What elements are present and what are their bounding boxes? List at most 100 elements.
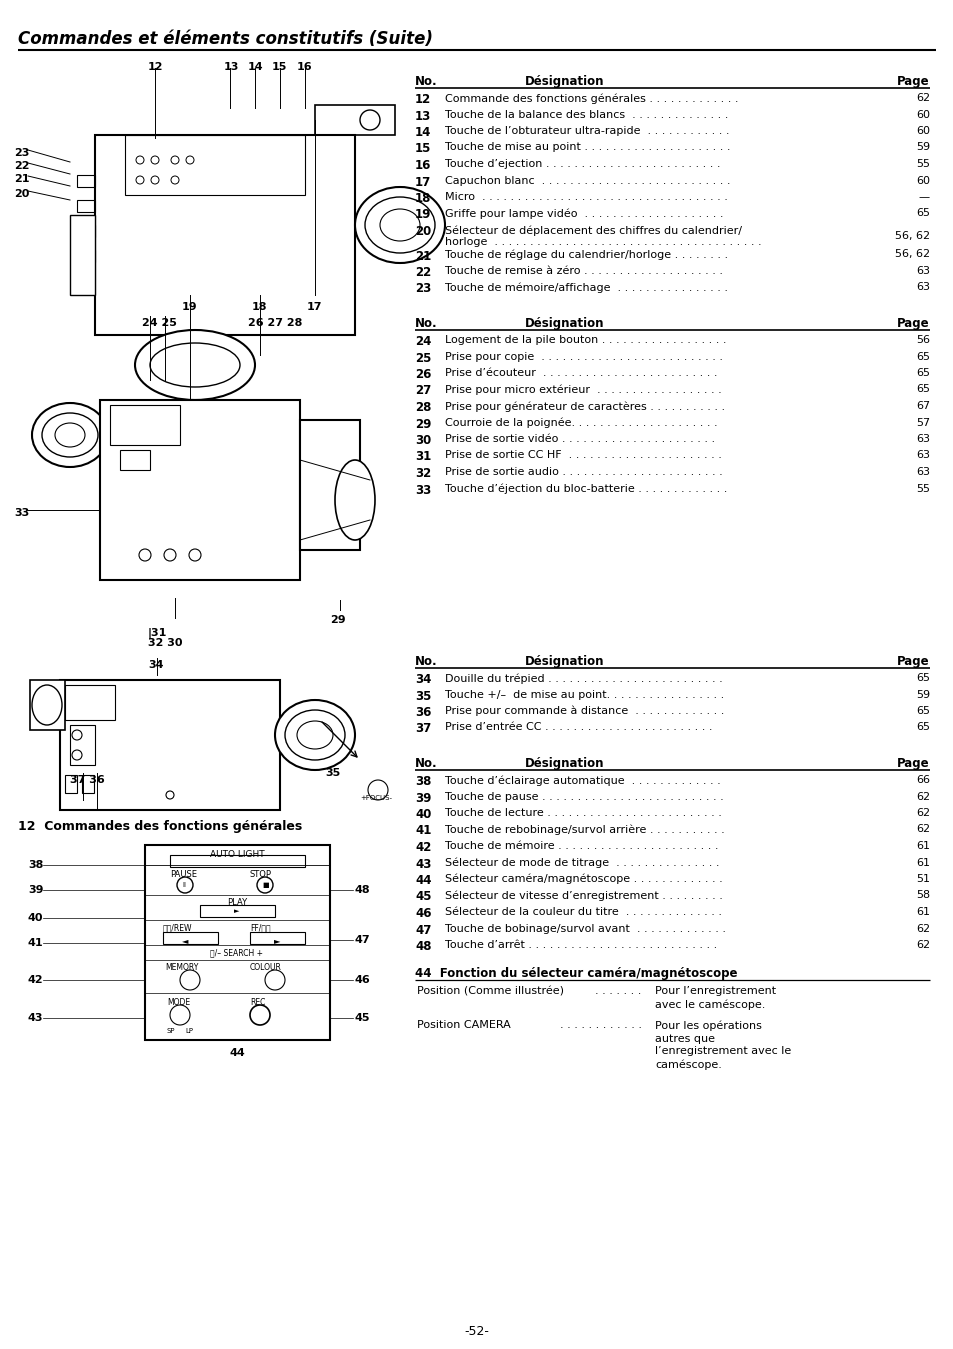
Bar — [100, 401, 299, 580]
Ellipse shape — [135, 331, 254, 401]
Text: 14: 14 — [415, 125, 431, 139]
Text: 44: 44 — [415, 874, 431, 888]
Bar — [299, 420, 359, 550]
Text: Prise de sortie audio . . . . . . . . . . . . . . . . . . . . . . .: Prise de sortie audio . . . . . . . . . … — [444, 467, 722, 478]
Text: 22: 22 — [14, 161, 30, 171]
Text: 38: 38 — [415, 774, 431, 788]
Text: 22: 22 — [415, 266, 431, 279]
Text: 31: 31 — [415, 451, 431, 464]
Text: LP: LP — [185, 1028, 193, 1033]
Bar — [60, 680, 280, 809]
Bar — [145, 844, 330, 1040]
Text: 65: 65 — [915, 384, 929, 394]
Text: +FOCUS-: +FOCUS- — [359, 795, 392, 801]
Text: 45: 45 — [415, 890, 431, 904]
Bar — [120, 451, 150, 469]
Text: 61: 61 — [915, 907, 929, 917]
Text: 59: 59 — [915, 689, 929, 700]
Circle shape — [250, 1005, 270, 1025]
Text: caméscope.: caméscope. — [655, 1059, 721, 1070]
Text: Désignation: Désignation — [525, 76, 604, 88]
Text: 30: 30 — [415, 434, 431, 447]
Text: Touche de la balance des blancs  . . . . . . . . . . . . . .: Touche de la balance des blancs . . . . … — [444, 109, 727, 120]
Bar — [163, 932, 218, 944]
Text: Prise pour commande à distance  . . . . . . . . . . . . .: Prise pour commande à distance . . . . .… — [444, 706, 723, 716]
Text: 36: 36 — [415, 706, 431, 719]
Text: horloge  . . . . . . . . . . . . . . . . . . . . . . . . . . . . . . . . . . . .: horloge . . . . . . . . . . . . . . . . … — [444, 237, 760, 247]
Circle shape — [368, 780, 388, 800]
Text: Touche d’éjection du bloc-batterie . . . . . . . . . . . . .: Touche d’éjection du bloc-batterie . . .… — [444, 483, 726, 494]
Text: Sélecteur caméra/magnétoscope . . . . . . . . . . . . .: Sélecteur caméra/magnétoscope . . . . . … — [444, 874, 722, 885]
Text: Courroie de la poignée. . . . . . . . . . . . . . . . . . . . .: Courroie de la poignée. . . . . . . . . … — [444, 417, 717, 428]
Bar — [77, 250, 95, 262]
Text: 18: 18 — [415, 192, 431, 205]
Text: 40: 40 — [28, 913, 44, 923]
Text: 14: 14 — [248, 62, 263, 71]
Text: 17: 17 — [307, 302, 322, 312]
Text: MEMORY: MEMORY — [165, 963, 198, 973]
Text: No.: No. — [415, 656, 437, 668]
Text: |31: |31 — [148, 629, 167, 639]
Text: Prise de sortie vidéo . . . . . . . . . . . . . . . . . . . . . .: Prise de sortie vidéo . . . . . . . . . … — [444, 434, 715, 444]
Text: 51: 51 — [915, 874, 929, 884]
Text: . . . . . . . . . . . .: . . . . . . . . . . . . — [559, 1020, 641, 1031]
Text: AUTO LIGHT: AUTO LIGHT — [210, 850, 264, 859]
Text: Désignation: Désignation — [525, 757, 604, 770]
Text: 32: 32 — [415, 467, 431, 480]
Text: II: II — [182, 882, 186, 888]
Text: 43: 43 — [28, 1013, 44, 1023]
Text: 62: 62 — [915, 792, 929, 801]
Text: 56, 62: 56, 62 — [894, 231, 929, 241]
Text: 67: 67 — [915, 401, 929, 411]
Bar — [70, 214, 95, 295]
Bar — [77, 225, 95, 237]
Bar — [200, 905, 274, 917]
Text: 65: 65 — [915, 209, 929, 219]
Text: 38: 38 — [28, 861, 43, 870]
Text: 56, 62: 56, 62 — [894, 250, 929, 259]
Text: Micro  . . . . . . . . . . . . . . . . . . . . . . . . . . . . . . . . . . .: Micro . . . . . . . . . . . . . . . . . … — [444, 192, 727, 202]
Text: COLOUR: COLOUR — [250, 963, 281, 973]
Text: 18: 18 — [252, 302, 267, 312]
Text: 34: 34 — [415, 673, 431, 687]
Text: Touche de réglage du calendrier/horloge . . . . . . . .: Touche de réglage du calendrier/horloge … — [444, 250, 727, 260]
Bar — [125, 135, 305, 196]
Circle shape — [171, 156, 179, 165]
Text: -52-: -52- — [464, 1325, 489, 1338]
Text: 66: 66 — [915, 774, 929, 785]
Text: 65: 65 — [915, 368, 929, 378]
Bar — [95, 135, 355, 335]
Circle shape — [189, 549, 201, 561]
Text: Pour l’enregistrement: Pour l’enregistrement — [655, 986, 776, 997]
Text: Page: Page — [897, 76, 929, 88]
Text: 15: 15 — [272, 62, 287, 71]
Text: 33: 33 — [14, 509, 30, 518]
Text: Page: Page — [897, 656, 929, 668]
Text: SP: SP — [167, 1028, 175, 1033]
Text: 63: 63 — [915, 451, 929, 460]
Bar — [65, 685, 115, 720]
Text: 46: 46 — [415, 907, 431, 920]
Circle shape — [151, 156, 159, 165]
Text: 62: 62 — [915, 808, 929, 817]
Text: Sélecteur de la couleur du titre  . . . . . . . . . . . . . .: Sélecteur de la couleur du titre . . . .… — [444, 907, 721, 917]
Ellipse shape — [355, 188, 444, 263]
Text: Position CAMERA: Position CAMERA — [416, 1020, 510, 1031]
Text: 56: 56 — [915, 335, 929, 345]
Text: 46: 46 — [355, 975, 371, 985]
Text: Prise pour copie  . . . . . . . . . . . . . . . . . . . . . . . . . .: Prise pour copie . . . . . . . . . . . .… — [444, 352, 722, 362]
Text: 12: 12 — [415, 93, 431, 107]
Text: No.: No. — [415, 76, 437, 88]
Circle shape — [164, 549, 175, 561]
Text: ►: ► — [274, 936, 280, 946]
Text: 25: 25 — [415, 352, 431, 364]
Text: 39: 39 — [28, 885, 44, 894]
Text: 63: 63 — [915, 282, 929, 293]
Text: No.: No. — [415, 757, 437, 770]
Text: No.: No. — [415, 317, 437, 331]
Text: Commande des fonctions générales . . . . . . . . . . . . .: Commande des fonctions générales . . . .… — [444, 93, 738, 104]
Text: Touche de rebobinage/survol arrière . . . . . . . . . . .: Touche de rebobinage/survol arrière . . … — [444, 824, 724, 835]
Text: Sélecteur de mode de titrage  . . . . . . . . . . . . . . .: Sélecteur de mode de titrage . . . . . .… — [444, 858, 719, 867]
Text: 41: 41 — [415, 824, 431, 838]
Text: Touche de remise à zéro . . . . . . . . . . . . . . . . . . . .: Touche de remise à zéro . . . . . . . . … — [444, 266, 722, 277]
